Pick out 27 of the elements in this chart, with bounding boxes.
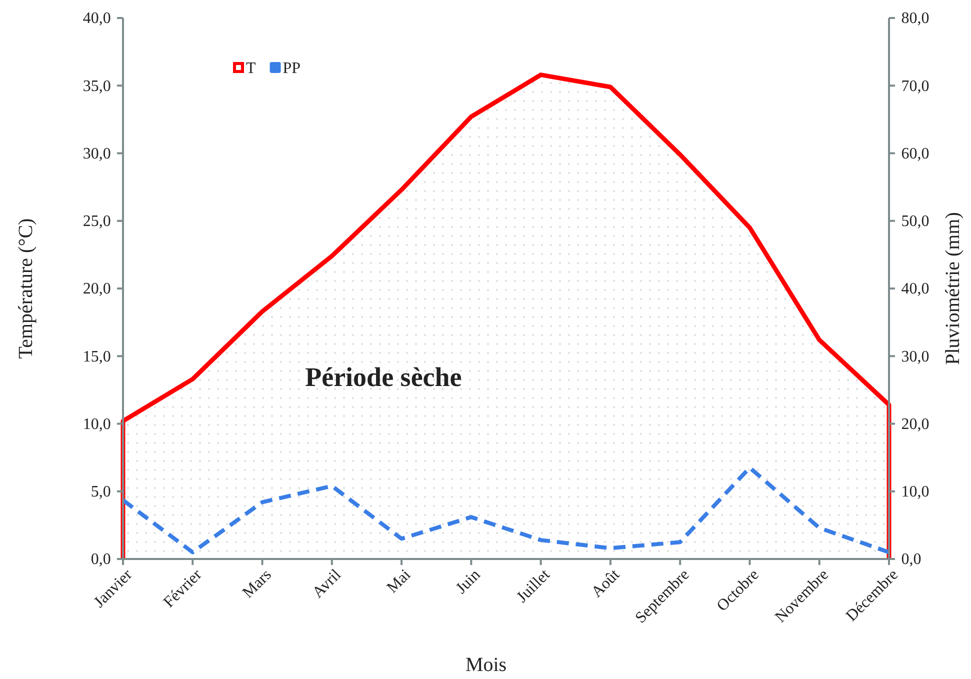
y-tick-label: 10,0 [82,416,111,433]
legend-label: PP [282,60,301,77]
line-series [121,466,891,554]
x-tick-label: Mai [384,566,415,597]
y-tick-label: 5,0 [90,483,111,500]
y2-tick-label: 30,0 [901,348,930,366]
y-tick-label: 40,0 [82,10,111,28]
y2-tick-label: 20,0 [901,416,930,433]
y2-tick-label: 80,0 [901,10,930,28]
y-tick-label: 20,0 [82,280,111,298]
y2-axis-title: Pluviométrie (mm) [942,212,964,365]
legend-label: T [246,60,256,77]
y-axis-title: Température (°C) [15,218,37,359]
x-tick-label: Juin [452,566,484,598]
y-tick-label: 35,0 [82,78,111,95]
y2-tick-label: 50,0 [901,212,930,230]
y2-tick-label: 10,0 [901,483,930,500]
y2-tick-label: 60,0 [901,145,930,162]
y2-tick-label: 0,0 [901,551,922,568]
y2-tick-label: 70,0 [901,78,930,95]
y-tick-label: 15,0 [82,348,111,366]
x-axis-title: Mois [465,654,507,676]
y-tick-label: 25,0 [82,212,111,230]
y-tick-label: 30,0 [82,145,111,162]
y2-tick-label: 40,0 [901,280,930,298]
y-tick-label: 0,0 [90,551,111,568]
annotation: Période sèche [305,362,462,392]
